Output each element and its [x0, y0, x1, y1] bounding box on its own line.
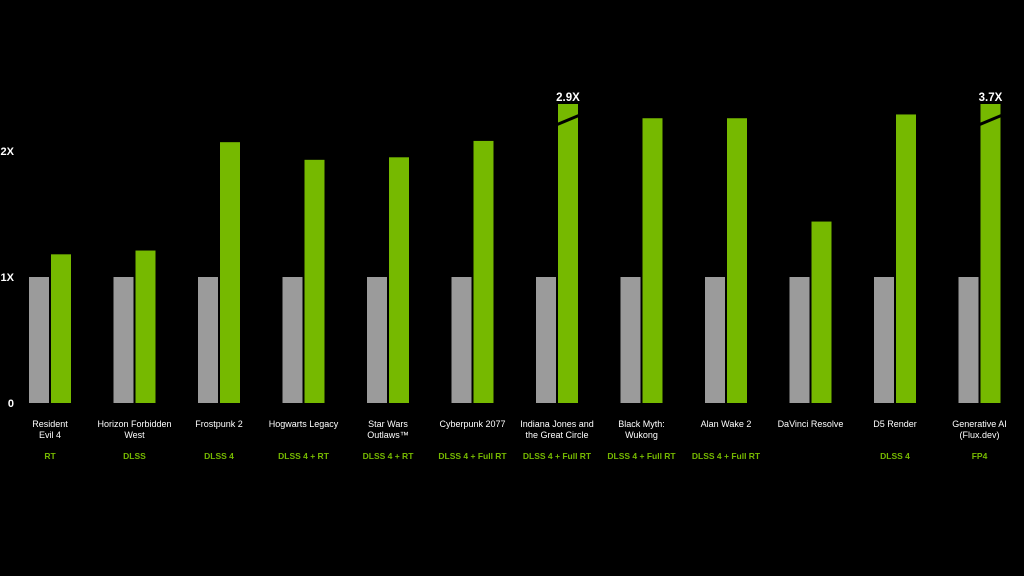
tech-label: DLSS 4 + Full RT	[692, 451, 761, 461]
category-label: Outlaws™	[367, 430, 409, 440]
y-tick-label: 2X	[1, 146, 15, 158]
baseline-bar	[789, 277, 810, 403]
category-label: Alan Wake 2	[701, 419, 752, 429]
category-label: Star Wars	[368, 419, 408, 429]
data-label: 2.9X	[556, 92, 580, 104]
highlight-bar	[896, 114, 916, 404]
category-label: Wukong	[625, 430, 658, 440]
baseline-bar	[282, 277, 303, 403]
tech-label: DLSS 4 + Full RT	[438, 451, 507, 461]
highlight-bar	[980, 104, 1001, 403]
highlight-bar	[727, 118, 747, 404]
category-label: Horizon Forbidden	[97, 419, 171, 429]
baseline-bar	[113, 277, 134, 403]
category-label: DaVinci Resolve	[778, 419, 844, 429]
highlight-bar	[51, 254, 71, 403]
baseline-bar	[958, 277, 979, 403]
baseline-bar	[198, 277, 218, 403]
category-label: Frostpunk 2	[195, 419, 243, 429]
category-label: D5 Render	[873, 419, 917, 429]
category-label: Black Myth:	[618, 419, 665, 429]
highlight-bar	[811, 221, 832, 403]
tech-label: RT	[44, 451, 56, 461]
tech-label: FP4	[972, 451, 988, 461]
baseline-bar	[874, 277, 894, 403]
baseline-bar	[536, 277, 556, 403]
tech-label: DLSS	[123, 451, 146, 461]
data-label: 3.7X	[979, 92, 1003, 104]
tech-label: DLSS 4	[880, 451, 910, 461]
tech-label: DLSS 4	[204, 451, 234, 461]
category-label: Indiana Jones and	[520, 419, 594, 429]
baseline-bar	[29, 277, 49, 403]
y-tick-label: 1X	[1, 272, 15, 284]
category-label: Cyberpunk 2077	[439, 419, 505, 429]
baseline-bar	[705, 277, 725, 403]
axis-break-mark	[555, 113, 581, 127]
baseline-bar	[620, 277, 641, 403]
highlight-bar	[304, 159, 325, 403]
highlight-bar	[220, 142, 240, 403]
tech-label: DLSS 4 + RT	[278, 451, 330, 461]
tech-label: DLSS 4 + RT	[363, 451, 415, 461]
baseline-bar	[451, 277, 472, 403]
highlight-bar	[389, 157, 409, 403]
axis-break-mark	[977, 113, 1004, 127]
highlight-bar	[135, 250, 156, 403]
highlight-bar	[558, 104, 578, 403]
category-label: Evil 4	[39, 430, 61, 440]
highlight-bar	[473, 140, 494, 404]
category-label: the Great Circle	[525, 430, 588, 440]
tech-label: DLSS 4 + Full RT	[523, 451, 592, 461]
category-label: Resident	[32, 419, 68, 429]
baseline-bar	[367, 277, 387, 403]
tech-label: DLSS 4 + Full RT	[607, 451, 676, 461]
category-label: West	[124, 430, 145, 440]
highlight-bar	[642, 118, 663, 404]
category-label: Generative AI	[952, 419, 1007, 429]
category-label: (Flux.dev)	[959, 430, 999, 440]
y-tick-label: 0	[8, 398, 14, 410]
category-label: Hogwarts Legacy	[269, 419, 339, 429]
